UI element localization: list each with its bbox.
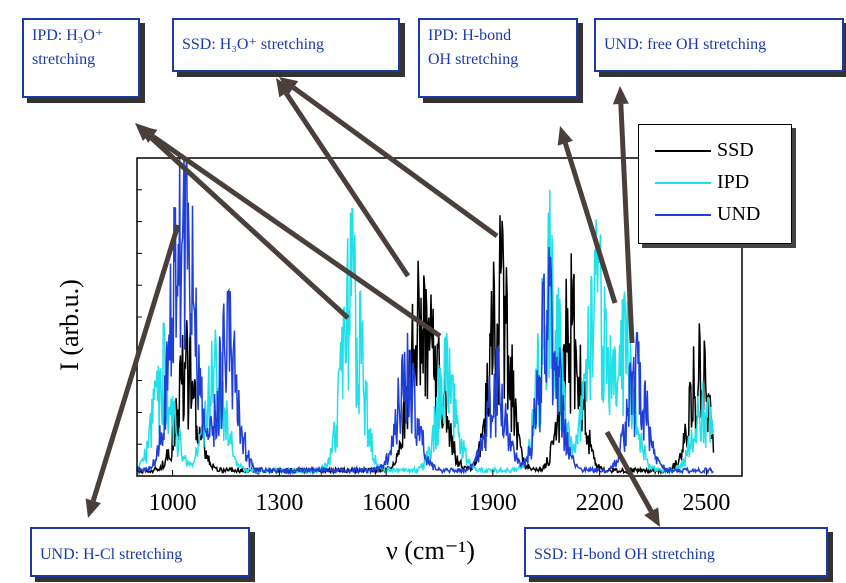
callout-ipd-hbond-line2: OH stretching <box>428 51 519 68</box>
callout-arrowhead <box>612 86 629 105</box>
legend-entry-ipd: IPD <box>655 171 749 194</box>
callout-arrow <box>604 430 654 513</box>
legend-entry-und: UND <box>655 203 760 226</box>
x-axis-label: ν (cm⁻¹) <box>386 536 475 565</box>
callout-arrow <box>146 133 350 320</box>
callout-arrowhead <box>557 126 573 146</box>
callout-arrow <box>562 142 618 304</box>
callout-arrow <box>283 91 411 278</box>
series-ssd <box>136 215 715 476</box>
callout-arrowhead <box>276 78 293 98</box>
callout-ipd-hbond-oh: IPD: H-bond OH stretching <box>418 18 578 98</box>
callout-ssd-hbond-oh: SSD: H-bond OH stretching <box>524 527 828 577</box>
legend-entry-ssd: SSD <box>655 139 754 162</box>
callout-arrowhead <box>85 498 101 518</box>
legend: SSD IPD UND <box>638 124 792 244</box>
callout-und-free-oh-line1: UND: free OH stretching <box>604 36 767 53</box>
legend-swatch-und <box>655 213 711 216</box>
callout-ipd-h3o-line1: IPD: H₃O⁺ <box>32 27 104 44</box>
x-tick-label: 2200 <box>576 490 624 516</box>
arrow-layer <box>85 77 660 527</box>
callout-arrowhead <box>279 77 299 95</box>
callout-und-hcl-line1: UND: H-Cl stretching <box>40 546 183 563</box>
x-tick-label: 1600 <box>362 490 410 516</box>
callout-arrow <box>90 224 181 502</box>
callout-ipd-h3o-stretching: IPD: H₃O⁺ stretching <box>22 18 140 98</box>
legend-label-und: UND <box>717 203 761 225</box>
legend-swatch-ssd <box>655 149 711 152</box>
callout-arrowhead <box>138 126 158 143</box>
series-und <box>136 157 714 476</box>
callout-ipd-h3o-line2: stretching <box>32 51 96 68</box>
series-layer <box>136 157 715 476</box>
x-tick-label: 1300 <box>255 490 303 516</box>
x-tick-label: 1900 <box>469 490 517 516</box>
x-tick-label: 2500 <box>682 490 730 516</box>
callout-arrow <box>151 134 442 339</box>
callout-ssd-hbond-line1: SSD: H-bond OH stretching <box>534 546 715 563</box>
x-tick-label: 1000 <box>149 490 197 516</box>
callout-ssd-h3o-line1: SSD: H₃O⁺ stretching <box>182 36 325 53</box>
callout-ipd-hbond-line1: IPD: H-bond <box>428 27 512 44</box>
tick-layer: 1000 1300 1600 1900 2200 2500 <box>137 189 730 516</box>
callout-und-hcl: UND: H-Cl stretching <box>30 527 250 577</box>
callout-ssd-h3o-stretching: SSD: H₃O⁺ stretching <box>172 18 400 72</box>
legend-label-ipd: IPD <box>717 171 750 193</box>
legend-swatch-ipd <box>655 181 711 184</box>
y-axis-label: I (arb.u.) <box>55 279 84 371</box>
legend-label-ssd: SSD <box>717 139 754 161</box>
callout-arrow <box>618 103 635 344</box>
callout-und-free-oh: UND: free OH stretching <box>594 18 844 72</box>
callout-arrow <box>292 85 499 239</box>
callout-arrowhead <box>644 507 660 527</box>
